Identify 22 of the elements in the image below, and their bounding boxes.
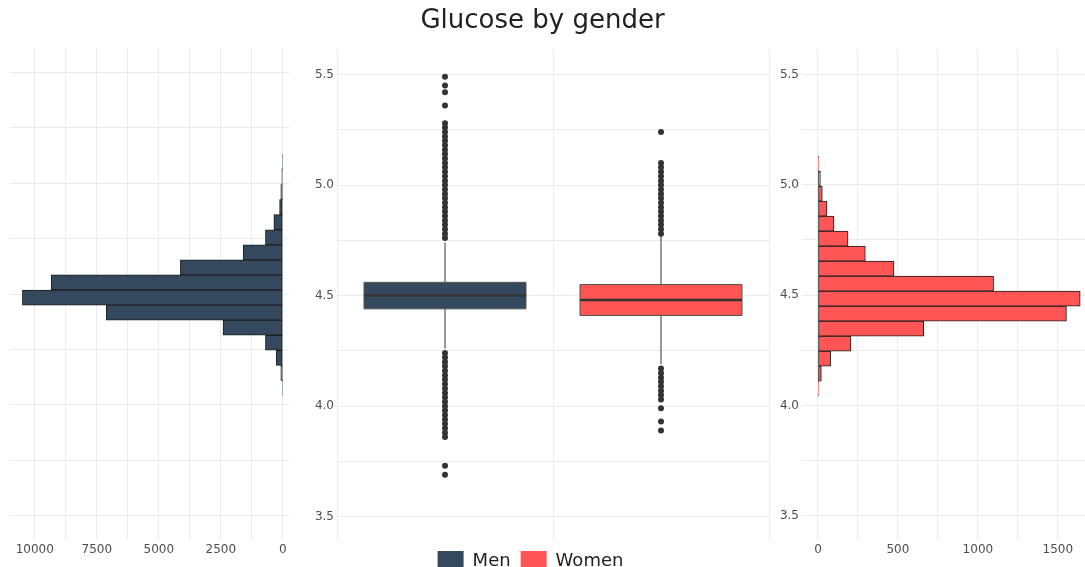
legend-label: Men <box>472 548 511 567</box>
x-tick-label: 5000 <box>143 542 175 557</box>
x-tick-label: 1500 <box>1042 542 1074 557</box>
legend-label: Women <box>555 548 624 567</box>
y-tick-label: 5.0 <box>779 176 799 191</box>
y-tick-label: 5.5 <box>314 66 334 81</box>
x-tick-label: 7500 <box>81 542 113 557</box>
x-tick-label: 1000 <box>962 542 994 557</box>
x-tick-label: 0 <box>278 542 287 557</box>
y-tick-label: 3.5 <box>779 507 799 522</box>
y-tick-label: 4.5 <box>314 287 334 302</box>
y-tick-label: 4.0 <box>314 398 334 413</box>
x-tick-label: 2500 <box>205 542 237 557</box>
y-tick-label: 5.0 <box>314 177 334 192</box>
x-tick-label: 500 <box>886 542 910 557</box>
chart-title: Glucose by gender <box>419 4 666 34</box>
y-tick-label: 4.5 <box>779 287 799 302</box>
y-tick-label: 3.5 <box>314 508 334 523</box>
y-tick-label: 5.5 <box>779 66 799 81</box>
x-tick-label: 0 <box>814 542 822 557</box>
y-tick-label: 4.0 <box>779 397 799 412</box>
x-tick-label: 10000 <box>15 542 54 557</box>
